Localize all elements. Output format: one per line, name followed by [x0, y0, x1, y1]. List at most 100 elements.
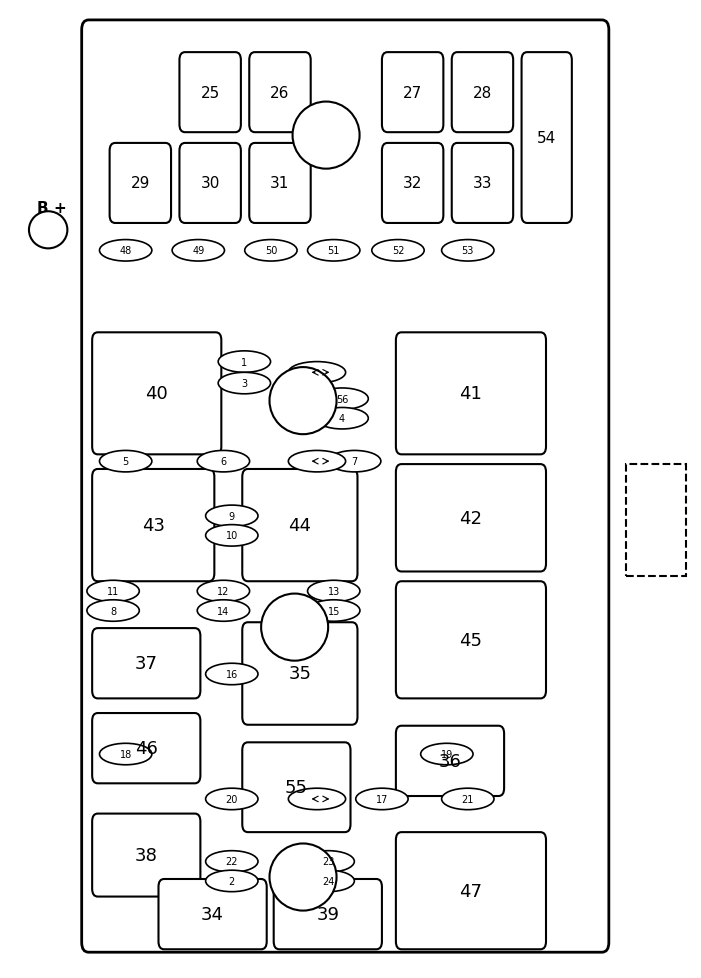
FancyBboxPatch shape: [396, 832, 546, 950]
Text: 10: 10: [226, 531, 238, 541]
Text: 17: 17: [376, 794, 388, 804]
Text: 45: 45: [459, 631, 482, 649]
Text: 39: 39: [316, 906, 339, 923]
FancyBboxPatch shape: [451, 53, 513, 133]
FancyBboxPatch shape: [92, 814, 200, 897]
Text: 15: 15: [327, 606, 340, 616]
Ellipse shape: [372, 241, 424, 262]
Text: 8: 8: [110, 606, 116, 616]
Text: 44: 44: [288, 516, 311, 535]
FancyBboxPatch shape: [382, 53, 443, 133]
FancyBboxPatch shape: [250, 144, 311, 224]
Ellipse shape: [100, 241, 152, 262]
Text: 21: 21: [462, 794, 474, 804]
Ellipse shape: [205, 870, 258, 892]
Text: 35: 35: [288, 665, 311, 683]
Ellipse shape: [29, 212, 67, 249]
FancyBboxPatch shape: [396, 465, 546, 572]
Text: 26: 26: [271, 85, 290, 101]
Ellipse shape: [205, 506, 258, 527]
Ellipse shape: [288, 362, 346, 383]
Ellipse shape: [355, 788, 408, 810]
Text: 7: 7: [352, 457, 358, 467]
Text: 32: 32: [403, 176, 422, 192]
Text: 34: 34: [201, 906, 224, 923]
Text: 38: 38: [135, 846, 158, 865]
Ellipse shape: [205, 788, 258, 810]
Text: 47: 47: [459, 882, 482, 900]
FancyBboxPatch shape: [243, 623, 358, 725]
Ellipse shape: [421, 743, 473, 765]
Ellipse shape: [87, 600, 139, 622]
Ellipse shape: [442, 788, 494, 810]
Ellipse shape: [205, 663, 258, 685]
Text: 23: 23: [322, 857, 334, 867]
FancyBboxPatch shape: [158, 879, 266, 950]
Text: 43: 43: [142, 516, 165, 535]
FancyBboxPatch shape: [626, 465, 686, 577]
FancyBboxPatch shape: [92, 713, 200, 783]
FancyBboxPatch shape: [243, 469, 358, 582]
Ellipse shape: [302, 870, 354, 892]
Text: 18: 18: [120, 749, 132, 759]
Ellipse shape: [100, 743, 152, 765]
FancyBboxPatch shape: [451, 144, 513, 224]
Text: B: B: [36, 200, 48, 215]
FancyBboxPatch shape: [92, 333, 222, 455]
Text: 48: 48: [120, 246, 132, 256]
Ellipse shape: [329, 451, 381, 472]
Text: 19: 19: [441, 749, 453, 759]
Text: 20: 20: [226, 794, 238, 804]
Ellipse shape: [261, 594, 328, 661]
Ellipse shape: [308, 241, 360, 262]
Text: 29: 29: [130, 176, 150, 192]
Text: 24: 24: [322, 876, 334, 886]
Ellipse shape: [172, 241, 224, 262]
Ellipse shape: [197, 581, 250, 602]
Text: 28: 28: [473, 85, 492, 101]
FancyBboxPatch shape: [109, 144, 171, 224]
Text: 5: 5: [123, 457, 129, 467]
FancyBboxPatch shape: [396, 726, 504, 796]
FancyBboxPatch shape: [250, 53, 311, 133]
Ellipse shape: [87, 581, 139, 602]
Text: 40: 40: [145, 385, 168, 403]
Ellipse shape: [302, 851, 354, 872]
Text: 53: 53: [462, 246, 474, 256]
Text: 41: 41: [460, 385, 482, 403]
FancyBboxPatch shape: [396, 333, 546, 455]
Text: 14: 14: [217, 606, 229, 616]
Text: 36: 36: [439, 752, 461, 770]
Text: +: +: [54, 200, 67, 215]
Ellipse shape: [288, 451, 346, 472]
Text: 49: 49: [192, 246, 205, 256]
Text: 12: 12: [217, 587, 230, 597]
FancyBboxPatch shape: [82, 21, 609, 953]
Ellipse shape: [308, 600, 360, 622]
Text: 16: 16: [226, 669, 238, 680]
Text: 46: 46: [135, 739, 158, 757]
Text: 56: 56: [336, 394, 348, 404]
Ellipse shape: [218, 351, 271, 373]
FancyBboxPatch shape: [92, 629, 200, 698]
Ellipse shape: [269, 368, 336, 435]
Text: 37: 37: [135, 654, 158, 673]
Text: 31: 31: [271, 176, 290, 192]
Text: 2: 2: [229, 876, 235, 886]
Text: 11: 11: [107, 587, 119, 597]
Ellipse shape: [205, 525, 258, 547]
FancyBboxPatch shape: [273, 879, 382, 950]
Text: 1: 1: [241, 357, 247, 367]
Text: 6: 6: [220, 457, 226, 467]
Text: 54: 54: [537, 131, 557, 146]
FancyBboxPatch shape: [396, 582, 546, 698]
FancyBboxPatch shape: [179, 144, 241, 224]
FancyBboxPatch shape: [522, 53, 572, 224]
Text: 51: 51: [327, 246, 340, 256]
Text: 3: 3: [241, 378, 247, 388]
Text: 13: 13: [327, 587, 340, 597]
FancyBboxPatch shape: [179, 53, 241, 133]
Ellipse shape: [442, 241, 494, 262]
Ellipse shape: [197, 451, 250, 472]
Ellipse shape: [316, 388, 368, 410]
